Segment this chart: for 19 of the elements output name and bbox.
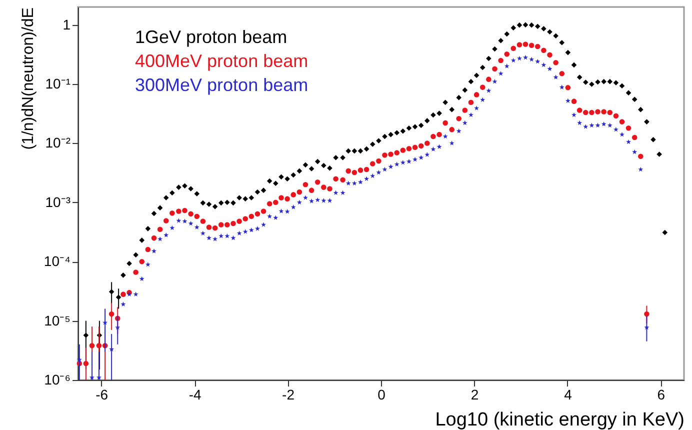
x-tick-label: 4 — [564, 386, 572, 402]
y-tick-label: 10⁻⁴ — [44, 253, 70, 270]
y-tick-label: 10⁻³ — [45, 194, 71, 210]
y-axis-title: (1/n)dN(neutron)/dE — [20, 8, 37, 150]
x-tick-label: 6 — [657, 386, 666, 402]
y-tick-label: 10⁻² — [45, 134, 71, 151]
x-tick-label: -4 — [188, 386, 202, 402]
x-tick-label: -6 — [96, 386, 108, 402]
text: 1GeV proton beam — [135, 27, 288, 47]
x-tick-label: 2 — [470, 386, 479, 402]
y-tick-label: 10⁻⁵ — [44, 312, 70, 328]
text: 300MeV proton beam — [135, 75, 308, 95]
text: 400MeV proton beam — [135, 51, 308, 71]
x-tick-label: -2 — [282, 386, 295, 402]
y-tick-label: 10⁻¹ — [45, 76, 71, 92]
y-tick-label: 1 — [62, 16, 71, 32]
x-tick-label: 0 — [378, 386, 386, 402]
y-tick-label: 10⁻⁶ — [44, 372, 70, 388]
x-axis-title: Log10 (kinetic energy in KeV) — [435, 410, 684, 430]
